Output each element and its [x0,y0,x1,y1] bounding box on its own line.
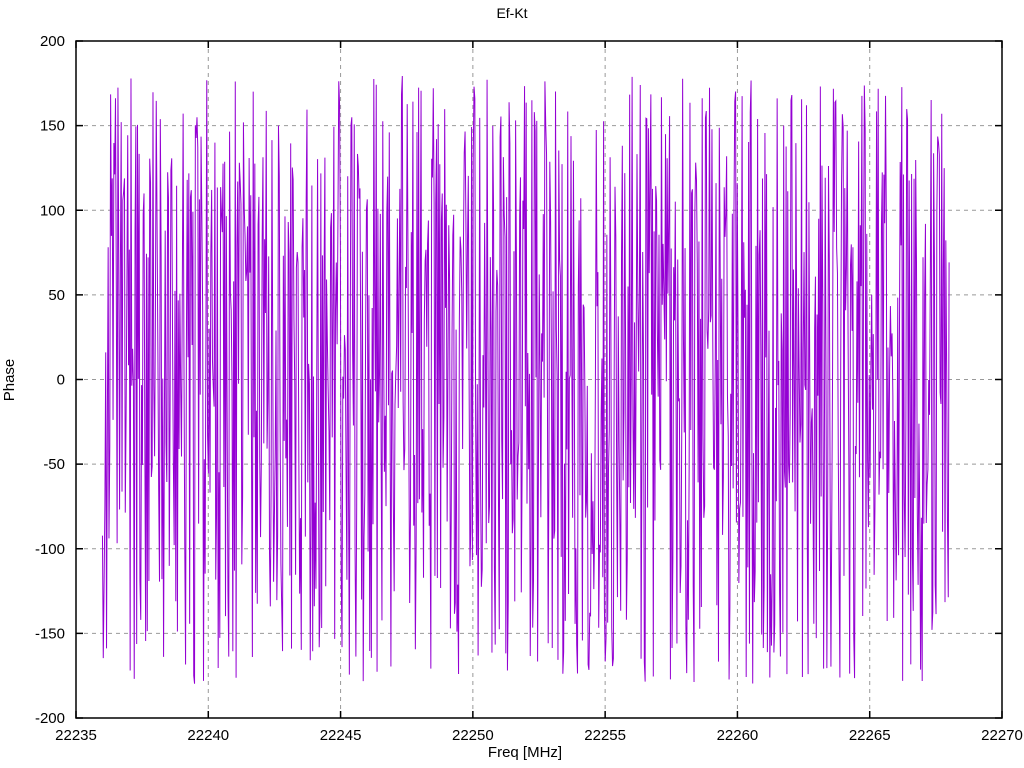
y-tick-label: 150 [40,118,65,135]
x-tick-label: 22240 [187,727,229,744]
x-tick-label: 22260 [717,727,759,744]
y-axis-label: Phase [1,359,18,402]
axis-tick-labels: -200 -150 -100 -50 0 50 100 150 200 22235 22240 222… [35,33,1023,744]
x-tick-label: 22265 [849,727,891,744]
x-axis-label: Freq [MHz] [488,744,562,761]
y-tick-label: 200 [40,33,65,50]
y-tick-label: -50 [43,456,65,473]
x-tick-label: 22270 [981,727,1023,744]
y-tick-label: -150 [35,625,65,642]
y-tick-label: 100 [40,202,65,219]
y-tick-label: 0 [57,372,65,389]
y-tick-label: 50 [48,287,65,304]
axis-ticks [75,40,1003,719]
x-tick-label: 22255 [584,727,626,744]
x-tick-label: 22250 [452,727,494,744]
y-tick-label: -100 [35,541,65,558]
y-tick-label: -200 [35,710,65,727]
x-tick-label: 22235 [55,727,97,744]
x-tick-label: 22245 [320,727,362,744]
data-series-layer [101,76,950,684]
chart-title: Ef-Kt [496,5,527,21]
data-series-line [101,76,950,684]
